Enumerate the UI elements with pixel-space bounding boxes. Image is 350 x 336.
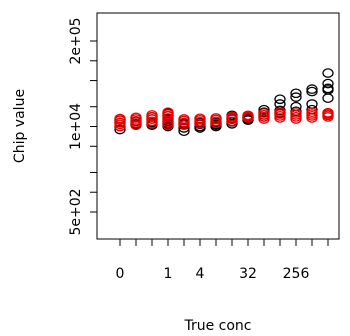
y-tick-label: 1e+04 xyxy=(68,103,84,150)
data-point xyxy=(306,84,318,95)
data-point xyxy=(130,112,142,123)
x-tick-label: 4 xyxy=(196,266,205,282)
axis-ticks xyxy=(90,40,329,246)
data-point xyxy=(210,113,222,123)
x-tick-label: 256 xyxy=(283,266,310,282)
data-point xyxy=(178,114,190,124)
data-point xyxy=(114,113,126,124)
data-point xyxy=(322,68,334,78)
data-point xyxy=(194,113,206,124)
x-tick-label: 32 xyxy=(239,266,257,282)
data-point xyxy=(114,124,126,135)
y-tick-label: 5e+02 xyxy=(68,188,84,235)
data-point xyxy=(242,110,254,121)
data-point xyxy=(322,78,334,89)
data-point xyxy=(258,108,270,118)
data-point xyxy=(306,107,318,118)
data-point xyxy=(306,99,318,109)
data-point xyxy=(322,93,334,104)
data-point xyxy=(146,110,158,120)
x-axis-title: True conc xyxy=(183,318,251,334)
data-point xyxy=(306,86,318,97)
data-point xyxy=(162,107,174,118)
data-point xyxy=(290,88,302,99)
data-point xyxy=(322,107,334,118)
plot-frame xyxy=(96,12,340,240)
data-point xyxy=(258,104,270,115)
data-point xyxy=(274,94,286,105)
data-point xyxy=(290,108,302,118)
data-point xyxy=(162,120,174,130)
data-point xyxy=(290,92,302,102)
y-axis-title: Chip value xyxy=(12,89,28,163)
plot-points xyxy=(114,68,334,136)
data-point xyxy=(322,83,334,94)
x-tick-label: 1 xyxy=(164,266,173,282)
data-point xyxy=(274,107,286,118)
x-tick-label: 0 xyxy=(116,266,125,282)
y-tick-label: 2e+05 xyxy=(68,17,84,64)
data-point xyxy=(226,111,238,122)
axis-tick-labels: 0 1 4 32 256 5e+02 1e+04 2e+05 xyxy=(68,17,309,282)
data-point xyxy=(178,120,190,130)
data-point xyxy=(114,117,126,128)
